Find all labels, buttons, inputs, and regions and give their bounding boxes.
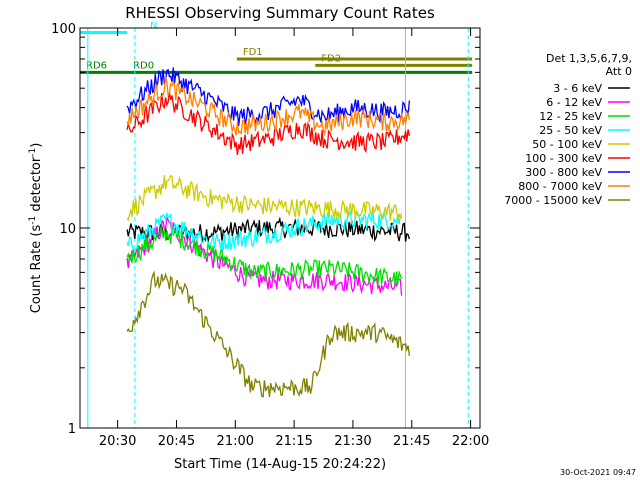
y-tick-label: 1 (68, 422, 76, 437)
series-line (126, 67, 411, 127)
series-line (126, 215, 403, 296)
plot-area (80, 28, 480, 428)
y-tick-label: 100 (51, 22, 76, 37)
legend-entry-label: 25 - 50 keV (539, 124, 602, 137)
x-tick-label: 21:30 (334, 434, 371, 449)
chart-title: RHESSI Observing Summary Count Rates (125, 4, 435, 22)
legend-entry-label: 7000 - 15000 keV (504, 194, 602, 207)
legend-entry-label: 50 - 100 keV (532, 138, 602, 151)
annotation-label-n: N (150, 20, 157, 31)
legend-entry-label: 800 - 7000 keV (518, 180, 602, 193)
legend-entry-label: 12 - 25 keV (539, 110, 602, 123)
series-line (126, 174, 403, 222)
annotation-label-rd0: RD0 (133, 60, 154, 71)
x-axis-label: Start Time (14-Aug-15 20:24:22) (174, 457, 386, 472)
legend-header: Det 1,3,5,6,7,9, (546, 52, 632, 65)
footer-timestamp: 30-Oct-2021 09:47 (560, 468, 636, 477)
x-tick-label: 20:45 (158, 434, 195, 449)
legend-entry-label: 3 - 6 keV (553, 82, 602, 95)
series-line (126, 270, 411, 398)
series-line (126, 76, 411, 137)
series-line (126, 91, 411, 155)
y-tick-label: 10 (59, 222, 76, 237)
annotation-label-fd1: FD1 (243, 47, 263, 58)
legend-entry-label: 300 - 800 keV (525, 166, 602, 179)
x-tick-label: 20:30 (99, 434, 136, 449)
x-tick-label: 22:00 (452, 434, 489, 449)
x-tick-label: 21:00 (217, 434, 254, 449)
annotation-label-fd2: FD2 (321, 53, 341, 64)
x-tick-label: 21:15 (275, 434, 312, 449)
annotation-label-rd6: RD6 (86, 60, 107, 71)
legend-entry-label: 6 - 12 keV (546, 96, 602, 109)
legend-header: Att 0 (606, 65, 632, 78)
y-axis-label: Count Rate (s-1 detector-1) (28, 143, 44, 314)
x-tick-label: 21:45 (393, 434, 430, 449)
legend-entry-label: 100 - 300 keV (525, 152, 602, 165)
